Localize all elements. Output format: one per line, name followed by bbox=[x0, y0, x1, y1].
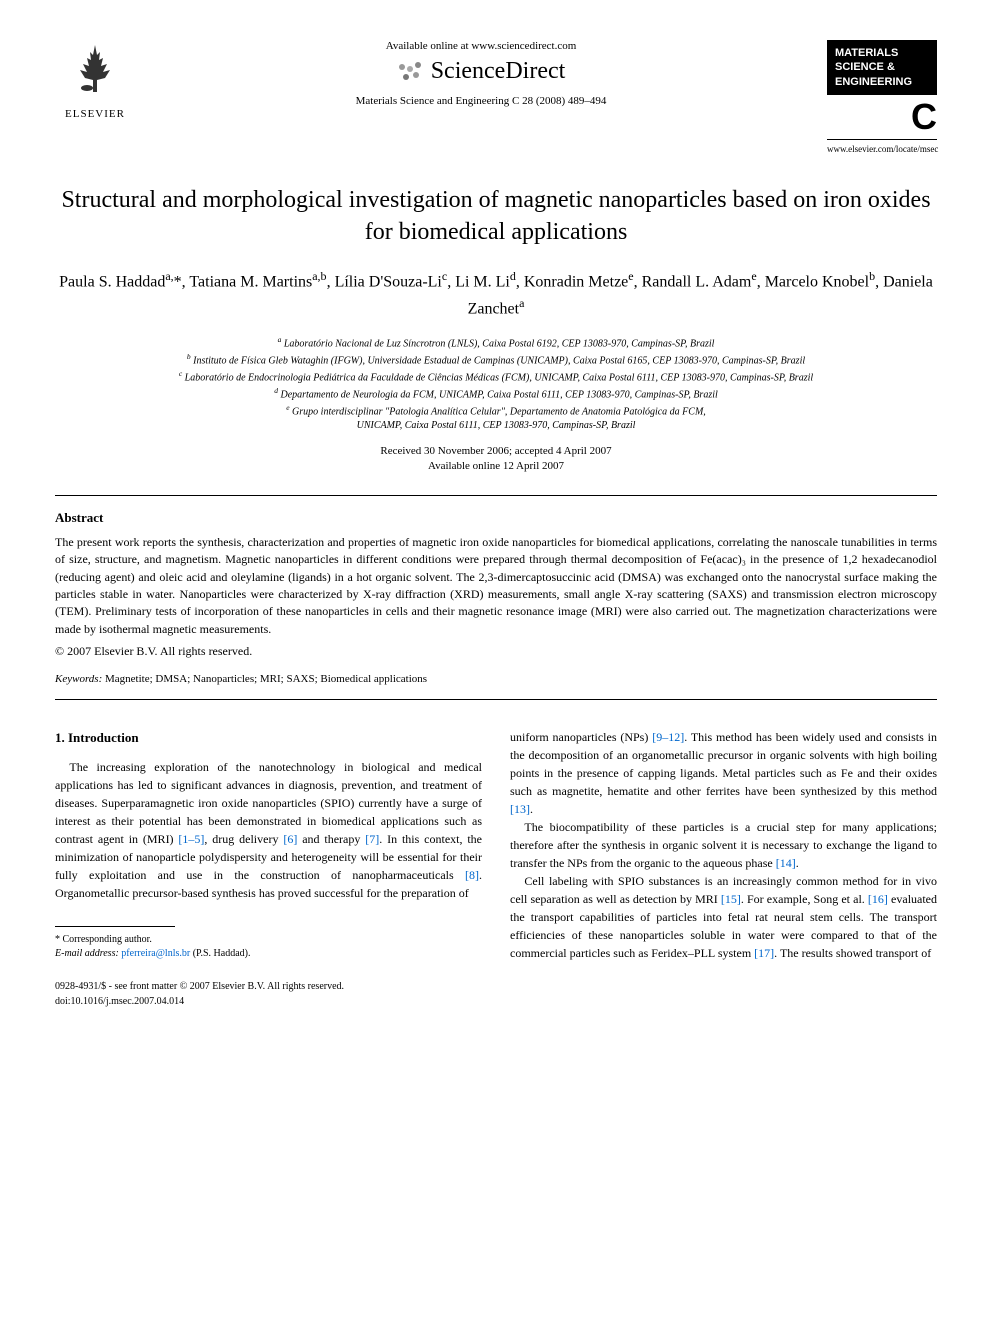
ref-link[interactable]: [14] bbox=[776, 856, 796, 870]
journal-title-box: MATERIALS SCIENCE & ENGINEERING bbox=[827, 40, 937, 95]
intro-paragraph: The increasing exploration of the nanote… bbox=[55, 758, 482, 902]
ref-link[interactable]: [1–5] bbox=[178, 832, 204, 846]
body-columns: 1. Introduction The increasing explorati… bbox=[55, 728, 937, 1009]
footer-row: 0928-4931/$ - see front matter © 2007 El… bbox=[55, 979, 482, 1009]
footnote-divider bbox=[55, 926, 175, 927]
ref-link[interactable]: [6] bbox=[283, 832, 297, 846]
authors-list: Paula S. Haddada,*, Tatiana M. Martinsa,… bbox=[55, 267, 937, 322]
corresponding-author-note: * Corresponding author. bbox=[55, 933, 482, 947]
footer-doi: doi:10.1016/j.msec.2007.04.014 bbox=[55, 994, 482, 1009]
date-available: Available online 12 April 2007 bbox=[55, 459, 937, 474]
affiliation-e-cont: UNICAMP, Caixa Postal 6111, CEP 13083-97… bbox=[55, 419, 937, 434]
ref-link[interactable]: [16] bbox=[868, 892, 888, 906]
affiliations: a Laboratório Nacional de Luz Síncrotron… bbox=[55, 335, 937, 434]
abstract-bottom-divider bbox=[55, 699, 937, 700]
center-header: Available online at www.sciencedirect.co… bbox=[135, 40, 827, 107]
keywords-label: Keywords: bbox=[55, 673, 102, 685]
ref-link[interactable]: [17] bbox=[754, 946, 774, 960]
affiliation-c: c Laboratório de Endocrinologia Pediátri… bbox=[55, 369, 937, 386]
elsevier-logo: ELSEVIER bbox=[55, 40, 135, 120]
article-dates: Received 30 November 2006; accepted 4 Ap… bbox=[55, 444, 937, 475]
affiliation-e: e Grupo interdisciplinar "Patologia Anal… bbox=[55, 403, 937, 420]
intro-paragraph-cont: uniform nanoparticles (NPs) [9–12]. This… bbox=[510, 728, 937, 818]
sciencedirect-logo: ScienceDirect bbox=[135, 58, 827, 85]
abstract-top-divider bbox=[55, 495, 937, 496]
date-received: Received 30 November 2006; accepted 4 Ap… bbox=[55, 444, 937, 459]
elsevier-label: ELSEVIER bbox=[55, 108, 135, 120]
header-row: ELSEVIER Available online at www.science… bbox=[55, 40, 937, 154]
affiliation-b: b Instituto de Física Gleb Wataghin (IFG… bbox=[55, 352, 937, 369]
abstract-heading: Abstract bbox=[55, 510, 937, 526]
intro-heading: 1. Introduction bbox=[55, 728, 482, 748]
journal-reference: Materials Science and Engineering C 28 (… bbox=[135, 95, 827, 107]
sciencedirect-text: ScienceDirect bbox=[431, 58, 566, 85]
footer-issn: 0928-4931/$ - see front matter © 2007 El… bbox=[55, 979, 482, 994]
ref-link[interactable]: [9–12] bbox=[652, 730, 684, 744]
article-title: Structural and morphological investigati… bbox=[55, 184, 937, 249]
left-column: 1. Introduction The increasing explorati… bbox=[55, 728, 482, 1009]
journal-box-line: MATERIALS bbox=[835, 46, 929, 60]
email-footnote: E-mail address: pferreira@lnls.br (P.S. … bbox=[55, 947, 482, 961]
journal-letter-c: C bbox=[827, 99, 937, 135]
ref-link[interactable]: [8] bbox=[465, 868, 479, 882]
journal-divider bbox=[827, 139, 937, 140]
affiliation-a: a Laboratório Nacional de Luz Síncrotron… bbox=[55, 335, 937, 352]
right-column: uniform nanoparticles (NPs) [9–12]. This… bbox=[510, 728, 937, 1009]
sciencedirect-dots-icon bbox=[397, 62, 425, 82]
ref-link[interactable]: [13] bbox=[510, 802, 530, 816]
available-online-text: Available online at www.sciencedirect.co… bbox=[135, 40, 827, 52]
journal-url: www.elsevier.com/locate/msec bbox=[827, 144, 937, 154]
keywords: Keywords: Magnetite; DMSA; Nanoparticles… bbox=[55, 673, 937, 685]
email-label: E-mail address: bbox=[55, 948, 119, 959]
elsevier-tree-icon bbox=[65, 40, 125, 100]
email-author: (P.S. Haddad). bbox=[193, 948, 251, 959]
affiliation-d: d Departamento de Neurologia da FCM, UNI… bbox=[55, 386, 937, 403]
ref-link[interactable]: [15] bbox=[721, 892, 741, 906]
intro-paragraph: Cell labeling with SPIO substances is an… bbox=[510, 872, 937, 962]
journal-logo-block: MATERIALS SCIENCE & ENGINEERING C www.el… bbox=[827, 40, 937, 154]
intro-paragraph: The biocompatibility of these particles … bbox=[510, 818, 937, 872]
abstract-copyright: © 2007 Elsevier B.V. All rights reserved… bbox=[55, 644, 937, 659]
keywords-text: Magnetite; DMSA; Nanoparticles; MRI; SAX… bbox=[105, 673, 427, 685]
journal-box-line: SCIENCE & bbox=[835, 60, 929, 74]
journal-box-line: ENGINEERING bbox=[835, 75, 929, 89]
abstract-text: The present work reports the synthesis, … bbox=[55, 534, 937, 638]
ref-link[interactable]: [7] bbox=[365, 832, 379, 846]
email-link[interactable]: pferreira@lnls.br bbox=[121, 948, 190, 959]
